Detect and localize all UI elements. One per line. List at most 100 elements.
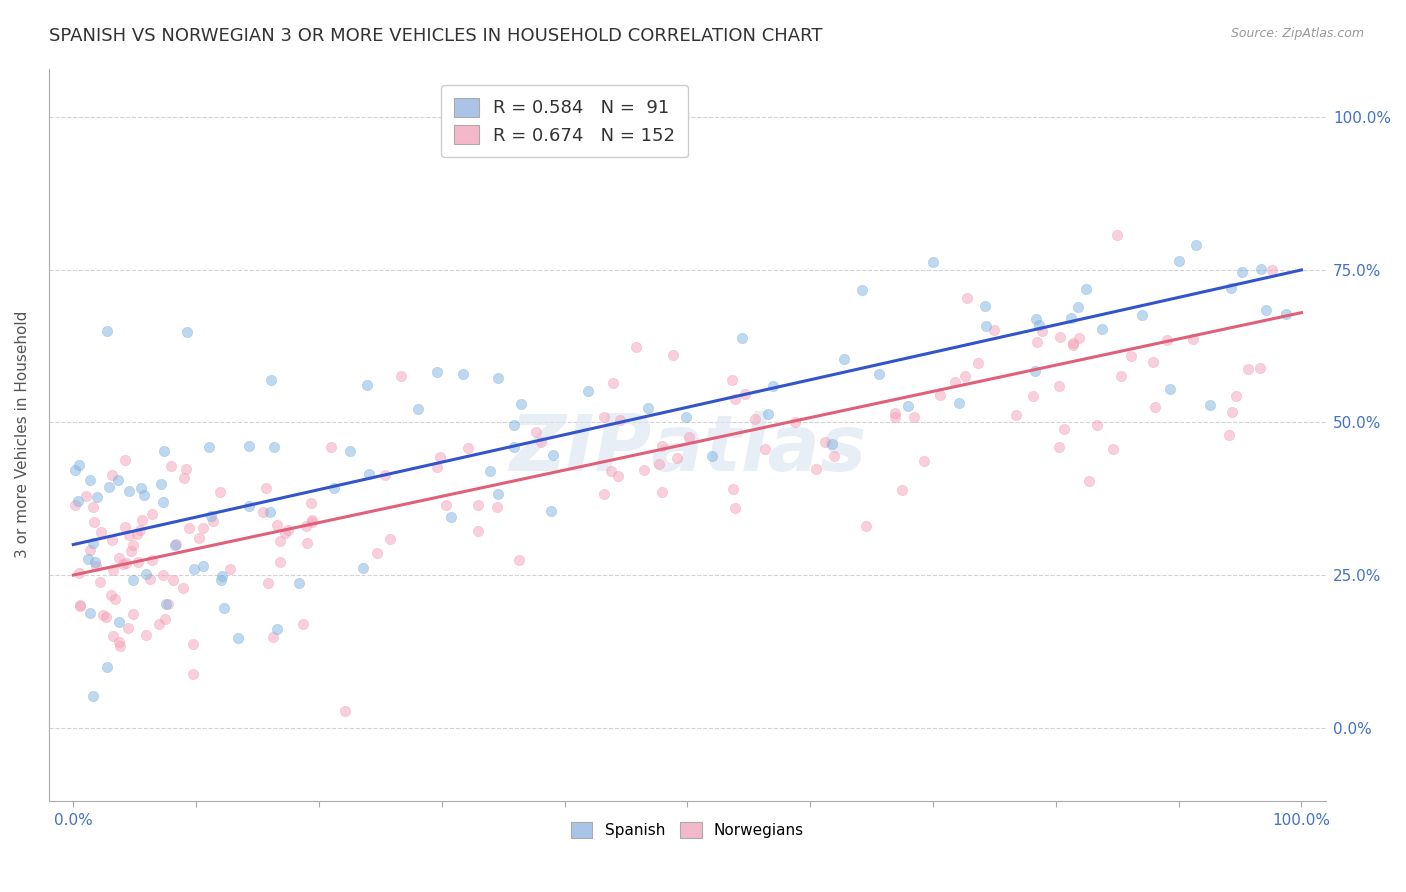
- Point: [141, 553, 163, 567]
- Point: [884, 406, 907, 420]
- Text: SPANISH VS NORWEGIAN 3 OR MORE VEHICLES IN HOUSEHOLD CORRELATION CHART: SPANISH VS NORWEGIAN 3 OR MORE VEHICLES …: [49, 27, 823, 45]
- Point: [651, 484, 673, 499]
- Point: [86, 490, 108, 504]
- Point: [1130, 308, 1153, 322]
- Point: [125, 526, 148, 541]
- Point: [214, 600, 236, 615]
- Point: [814, 434, 837, 449]
- Point: [111, 557, 134, 571]
- Point: [226, 631, 249, 645]
- Point: [277, 523, 299, 537]
- Point: [176, 325, 198, 339]
- Point: [148, 617, 170, 632]
- Point: [1062, 335, 1084, 350]
- Point: [97, 480, 120, 494]
- Point: [576, 384, 599, 399]
- Point: [188, 531, 211, 545]
- Point: [426, 365, 449, 379]
- Point: [1167, 253, 1189, 268]
- Point: [429, 450, 451, 464]
- Point: [974, 318, 997, 333]
- Point: [135, 628, 157, 642]
- Text: Source: ZipAtlas.com: Source: ZipAtlas.com: [1230, 27, 1364, 40]
- Point: [155, 612, 177, 626]
- Point: [1275, 307, 1298, 321]
- Point: [451, 367, 474, 381]
- Point: [288, 575, 311, 590]
- Point: [77, 552, 100, 566]
- Point: [503, 417, 526, 432]
- Point: [238, 439, 260, 453]
- Point: [956, 291, 979, 305]
- Point: [662, 348, 685, 362]
- Point: [541, 448, 564, 462]
- Point: [406, 401, 429, 416]
- Point: [181, 667, 204, 681]
- Point: [1143, 400, 1166, 414]
- Point: [152, 568, 174, 582]
- Point: [172, 581, 194, 595]
- Point: [702, 449, 724, 463]
- Point: [301, 515, 323, 529]
- Point: [599, 464, 621, 478]
- Point: [118, 484, 141, 499]
- Point: [91, 607, 114, 622]
- Point: [1220, 405, 1243, 419]
- Point: [1142, 355, 1164, 369]
- Point: [254, 481, 277, 495]
- Point: [762, 379, 785, 393]
- Point: [67, 458, 90, 472]
- Point: [103, 591, 125, 606]
- Point: [1022, 388, 1045, 402]
- Point: [89, 574, 111, 589]
- Point: [200, 508, 222, 523]
- Point: [155, 597, 177, 611]
- Point: [389, 368, 412, 383]
- Point: [211, 569, 233, 583]
- Point: [651, 440, 673, 454]
- Point: [633, 463, 655, 477]
- Point: [734, 386, 756, 401]
- Point: [107, 473, 129, 487]
- Point: [1062, 338, 1084, 352]
- Point: [1261, 263, 1284, 277]
- Point: [269, 534, 291, 549]
- Y-axis label: 3 or more Vehicles in Household: 3 or more Vehicles in Household: [15, 311, 30, 558]
- Point: [593, 410, 616, 425]
- Point: [1024, 363, 1046, 377]
- Point: [754, 442, 776, 457]
- Point: [602, 376, 624, 391]
- Point: [783, 415, 806, 429]
- Point: [675, 410, 697, 425]
- Point: [948, 396, 970, 410]
- Point: [721, 373, 744, 387]
- Point: [108, 551, 131, 566]
- Point: [191, 559, 214, 574]
- Point: [756, 407, 779, 421]
- Point: [266, 518, 288, 533]
- Point: [678, 430, 700, 444]
- Point: [823, 449, 845, 463]
- Text: ZIP​atlas: ZIP​atlas: [509, 411, 866, 487]
- Point: [897, 400, 920, 414]
- Point: [100, 588, 122, 602]
- Point: [1047, 440, 1070, 454]
- Point: [266, 622, 288, 636]
- Point: [479, 463, 502, 477]
- Point: [508, 553, 530, 567]
- Point: [832, 351, 855, 366]
- Point: [79, 607, 101, 621]
- Point: [380, 533, 402, 547]
- Point: [299, 496, 322, 510]
- Point: [115, 556, 138, 570]
- Point: [134, 488, 156, 502]
- Point: [252, 505, 274, 519]
- Point: [82, 500, 104, 515]
- Point: [540, 504, 562, 518]
- Point: [84, 559, 107, 574]
- Point: [135, 567, 157, 582]
- Point: [238, 499, 260, 513]
- Point: [160, 458, 183, 473]
- Point: [357, 467, 380, 481]
- Point: [1249, 360, 1271, 375]
